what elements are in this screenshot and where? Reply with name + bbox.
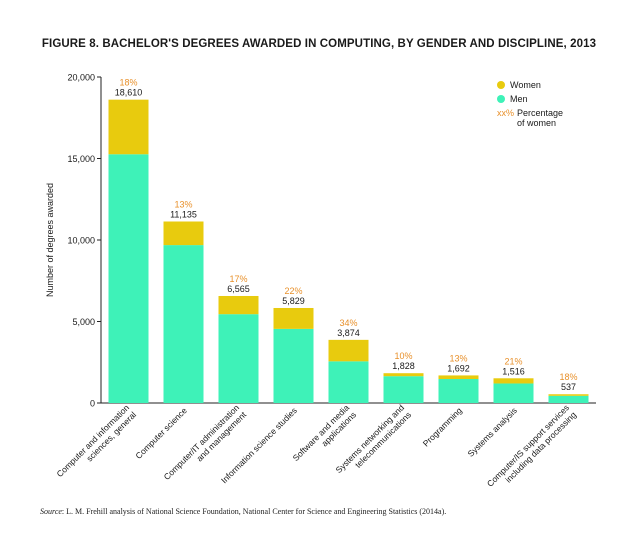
y-axis-label: Number of degrees awarded — [45, 183, 55, 297]
x-tick-label: Computer/IS support servicesincluding da… — [485, 402, 578, 495]
source-text: : L. M. Frehill analysis of National Sci… — [61, 507, 447, 516]
y-tick-label: 20,000 — [67, 73, 95, 83]
bar-total-label: 1,692 — [447, 363, 470, 373]
legend-label-women: Women — [510, 80, 541, 90]
bar-women — [218, 295, 259, 315]
bar-women — [108, 99, 149, 155]
x-tick-label-line: including data processing — [503, 409, 578, 484]
x-tick-label-line: Software and media — [291, 402, 352, 463]
legend-item-men: Men — [497, 94, 563, 104]
x-tick-label: Computer science — [133, 405, 189, 461]
x-tick-label-line: Programming — [421, 405, 464, 448]
bar-women — [328, 339, 369, 362]
x-tick-label-line: Computer science — [133, 405, 189, 461]
bar-total-label: 18,610 — [115, 88, 143, 98]
y-tick-label: 15,000 — [67, 154, 95, 164]
bar-women — [548, 394, 589, 396]
bar-total-label: 1,516 — [502, 366, 525, 376]
bar-total-label: 1,828 — [392, 361, 415, 371]
women-swatch — [497, 81, 505, 89]
bar-pct-women-label: 18% — [119, 78, 137, 88]
legend-pct-marker: xx% — [497, 108, 515, 118]
bar-men — [328, 361, 369, 403]
bar-pct-women-label: 17% — [229, 274, 247, 284]
x-tick-label-line: Computer/IS support services — [485, 403, 571, 489]
x-tick-label: Programming — [421, 405, 464, 448]
bar-women — [273, 307, 314, 329]
x-tick-label: Systems analysis — [465, 405, 519, 459]
bar-men — [218, 314, 259, 403]
bar-total-label: 3,874 — [337, 328, 360, 338]
bar-women — [163, 221, 204, 246]
x-tick-label-line: Computer and information — [55, 402, 132, 479]
bar-total-label: 6,565 — [227, 284, 250, 294]
source-label: Source — [40, 507, 62, 516]
bar-pct-women-label: 18% — [559, 372, 577, 382]
bar-women — [493, 378, 534, 384]
bar-pct-women-label: 13% — [174, 199, 192, 209]
legend-pct-line1: Percentage — [517, 108, 564, 118]
bar-total-label: 11,135 — [170, 209, 197, 219]
legend-pct-line2: of women — [517, 118, 557, 128]
legend-item-percentage: xx% Percentage of women — [497, 108, 563, 128]
x-tick-label-line: Systems analysis — [465, 405, 519, 459]
bar-total-label: 5,829 — [282, 296, 305, 306]
bar-men — [493, 383, 534, 403]
source-note: Source: L. M. Frehill analysis of Nation… — [40, 507, 446, 516]
bar-men — [438, 379, 479, 403]
bar-total-label: 537 — [561, 382, 576, 392]
y-tick-label: 0 — [90, 399, 95, 409]
y-tick-label: 5,000 — [72, 317, 95, 327]
bar-men — [163, 245, 204, 403]
legend-label-percentage: Percentage of women — [517, 108, 563, 128]
bar-men — [383, 376, 424, 403]
bar-pct-women-label: 22% — [284, 286, 302, 296]
bar-men — [548, 395, 589, 403]
bar-women — [438, 375, 479, 380]
x-tick-label: Computer and informationsciences, genera… — [55, 402, 139, 486]
bar-men — [108, 154, 149, 403]
legend-label-men: Men — [510, 94, 528, 104]
bar-pct-women-label: 34% — [339, 318, 357, 328]
bar-men — [273, 328, 314, 403]
bar-pct-women-label: 21% — [504, 356, 522, 366]
bar-pct-women-label: 13% — [449, 353, 467, 363]
legend: Women Men xx% Percentage of women — [497, 80, 563, 132]
y-tick-label: 10,000 — [67, 236, 95, 246]
chart-title: FIGURE 8. BACHELOR'S DEGREES AWARDED IN … — [41, 38, 597, 50]
bar-pct-women-label: 10% — [394, 351, 412, 361]
bar-women — [383, 373, 424, 377]
men-swatch — [497, 95, 505, 103]
legend-item-women: Women — [497, 80, 563, 90]
